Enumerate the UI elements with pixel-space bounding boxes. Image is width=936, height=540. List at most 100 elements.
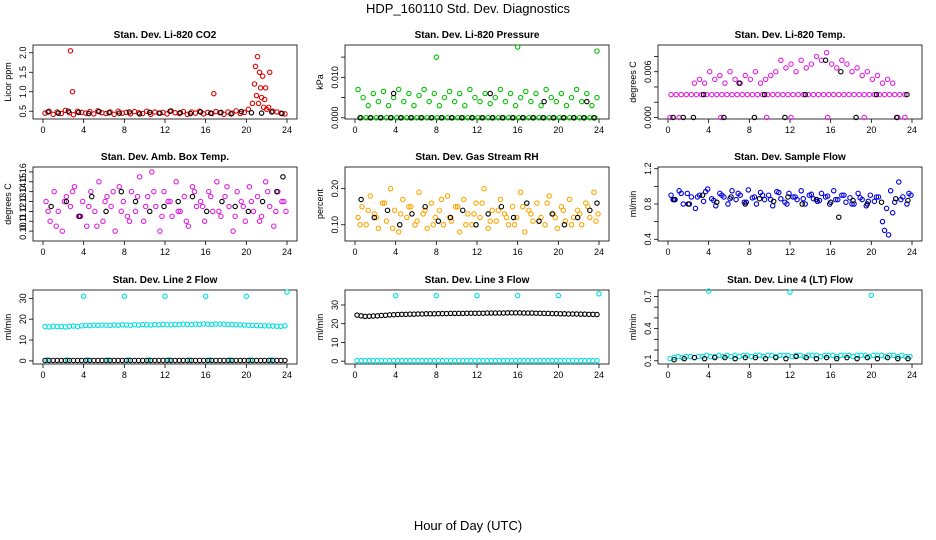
data-point xyxy=(554,225,561,232)
y-tick-label: 20 xyxy=(18,314,28,324)
data-point xyxy=(151,188,157,195)
data-point xyxy=(573,86,580,93)
data-point xyxy=(683,91,690,98)
data-point xyxy=(197,109,204,115)
data-point xyxy=(69,88,76,95)
data-point xyxy=(700,198,707,205)
data-point xyxy=(752,68,759,75)
data-point xyxy=(578,98,585,105)
data-point xyxy=(359,203,365,210)
data-point xyxy=(836,214,842,220)
data-point xyxy=(509,115,516,121)
data-point xyxy=(363,222,369,228)
data-point xyxy=(418,115,424,121)
data-point xyxy=(690,114,697,121)
y-axis-label: degrees C xyxy=(628,61,638,103)
data-point xyxy=(110,188,116,195)
data-point xyxy=(533,90,539,97)
data-point xyxy=(222,193,228,200)
x-tick-label: 12 xyxy=(472,370,482,380)
data-point xyxy=(839,57,845,64)
data-point xyxy=(691,80,698,86)
data-point xyxy=(886,91,893,98)
data-point xyxy=(142,203,149,210)
y-tick-label: 0.7 xyxy=(643,290,653,303)
x-tick-label: 8 xyxy=(122,247,127,257)
data-point xyxy=(700,91,707,98)
data-point xyxy=(511,222,518,228)
data-point xyxy=(530,218,536,224)
data-point xyxy=(593,218,599,224)
data-point xyxy=(802,201,808,207)
data-point xyxy=(436,207,443,214)
data-point xyxy=(51,188,57,195)
data-point xyxy=(216,208,222,215)
data-point xyxy=(788,114,794,121)
data-point xyxy=(411,102,417,109)
data-point xyxy=(70,111,77,118)
data-point xyxy=(69,188,76,195)
data-point xyxy=(169,213,175,220)
data-point xyxy=(118,208,125,215)
data-point xyxy=(136,174,143,180)
data-point xyxy=(416,92,422,99)
data-point xyxy=(799,201,805,207)
data-point xyxy=(885,232,892,238)
data-point xyxy=(89,193,95,200)
data-point xyxy=(857,195,863,201)
x-tick-label: 4 xyxy=(81,370,86,380)
data-point xyxy=(355,214,361,221)
data-point xyxy=(897,91,903,98)
data-point xyxy=(422,203,428,210)
data-point xyxy=(211,90,217,97)
x-tick-label: 16 xyxy=(201,247,211,257)
data-point xyxy=(865,198,872,205)
data-point xyxy=(765,192,772,198)
data-point xyxy=(705,288,712,294)
data-point xyxy=(143,108,150,114)
data-point xyxy=(844,354,850,361)
data-point xyxy=(208,193,214,200)
y-tick-label: 2.0 xyxy=(18,47,28,60)
data-point xyxy=(367,115,373,121)
data-point xyxy=(202,293,209,300)
panel-title: Stan. Dev. Line 2 Flow xyxy=(113,275,218,286)
panel-7: Stan. Dev. Line 2 Flow ml/min 0 4 8 12 16 20 24 0… xyxy=(3,275,298,380)
data-point xyxy=(144,193,151,200)
data-point xyxy=(96,108,102,115)
data-point xyxy=(205,188,212,195)
data-point xyxy=(825,91,832,98)
data-point xyxy=(128,188,135,195)
data-point xyxy=(282,357,288,364)
data-point xyxy=(749,91,756,98)
data-point xyxy=(725,201,731,207)
data-point xyxy=(844,61,850,67)
data-point xyxy=(357,115,363,121)
data-point xyxy=(203,208,210,215)
data-point xyxy=(680,201,686,207)
data-point xyxy=(832,196,839,203)
data-point xyxy=(670,114,676,121)
data-point xyxy=(94,223,100,229)
data-point xyxy=(474,292,480,299)
data-point xyxy=(745,187,752,193)
data-point xyxy=(805,91,812,98)
y-tick-label: 0 xyxy=(18,358,28,363)
data-point xyxy=(838,68,844,75)
x-tick-label: 4 xyxy=(706,247,711,257)
data-point xyxy=(712,76,718,83)
data-point xyxy=(555,292,562,299)
data-point xyxy=(214,179,220,185)
data-point xyxy=(769,203,776,209)
data-point xyxy=(722,354,728,361)
data-point xyxy=(487,90,493,97)
data-point xyxy=(282,323,288,329)
data-point xyxy=(893,114,900,121)
panel-8: Stan. Dev. Line 3 Flow ml/min 0 4 8 12 16 20 24 0… xyxy=(315,275,610,380)
data-point xyxy=(549,211,555,217)
data-point xyxy=(850,197,856,204)
data-point xyxy=(136,111,143,117)
data-point xyxy=(440,222,447,228)
data-point xyxy=(849,68,855,75)
data-point xyxy=(875,194,882,200)
